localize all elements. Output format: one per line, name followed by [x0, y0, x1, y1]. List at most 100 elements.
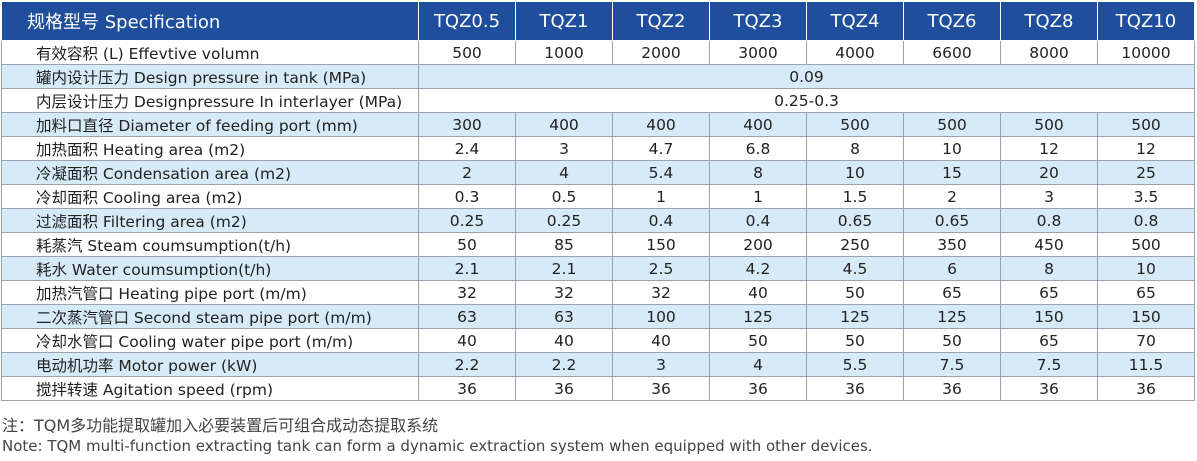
value-cell: 7.5 [1000, 352, 1098, 377]
table-row: 耗水 Water coumsumption(t/h) 2.1 2.1 2.5 4.2 4.… [1, 256, 1195, 281]
header-cell-model: TQZ4 [806, 1, 904, 41]
value-cell: 4 [515, 160, 613, 185]
value-cell: 25 [1097, 160, 1195, 185]
row-label: 罐内设计压力 Design pressure in tank (MPa) [1, 64, 419, 89]
value-cell: 2000 [612, 40, 710, 65]
value-cell: 0.4 [709, 208, 807, 233]
value-cell: 100 [612, 304, 710, 329]
value-cell: 10 [806, 160, 904, 185]
value-cell: 500 [903, 112, 1001, 137]
table-row: 冷凝面积 Condensation area (m2) 2 4 5.4 8 10 15 20 2… [1, 160, 1195, 185]
value-cell: 150 [1000, 304, 1098, 329]
value-cell: 32 [515, 280, 613, 305]
table-row: 加热汽管口 Heating pipe port (m/m) 32 32 32 40 50 6… [1, 280, 1195, 305]
value-cell: 3 [1000, 184, 1098, 209]
value-cell: 125 [709, 304, 807, 329]
value-cell: 65 [1000, 328, 1098, 353]
value-cell: 0.25 [418, 208, 516, 233]
value-cell: 400 [515, 112, 613, 137]
value-cell: 3.5 [1097, 184, 1195, 209]
value-cell: 0.65 [806, 208, 904, 233]
value-cell: 50 [806, 328, 904, 353]
value-cell: 1000 [515, 40, 613, 65]
row-label: 过滤面积 Filtering area (m2) [1, 208, 419, 233]
row-label: 耗蒸汽 Steam coumsumption(t/h) [1, 232, 419, 257]
value-cell: 200 [709, 232, 807, 257]
row-label: 加热面积 Heating area (m2) [1, 136, 419, 161]
row-label: 加料口直径 Diameter of feeding port (mm) [1, 112, 419, 137]
value-cell: 40 [709, 280, 807, 305]
value-cell: 500 [418, 40, 516, 65]
value-cell: 15 [903, 160, 1001, 185]
value-cell: 0.8 [1097, 208, 1195, 233]
value-cell: 50 [903, 328, 1001, 353]
value-cell: 150 [1097, 304, 1195, 329]
value-cell: 36 [515, 376, 613, 401]
value-cell: 350 [903, 232, 1001, 257]
value-cell: 2.4 [418, 136, 516, 161]
value-cell: 2 [903, 184, 1001, 209]
spanned-value-cell: 0.25-0.3 [418, 88, 1195, 113]
value-cell: 3 [612, 352, 710, 377]
value-cell: 2.2 [418, 352, 516, 377]
value-cell: 125 [806, 304, 904, 329]
header-cell-model: TQZ10 [1097, 1, 1195, 41]
table-row: 搅拌转速 Agitation speed (rpm) 36 36 36 36 36 36 36… [1, 376, 1195, 401]
value-cell: 0.8 [1000, 208, 1098, 233]
header-cell-model: TQZ1 [515, 1, 613, 41]
value-cell: 70 [1097, 328, 1195, 353]
value-cell: 250 [806, 232, 904, 257]
table-body: 有效容积 (L) Effevtive volumn 500 1000 2000 3000… [1, 40, 1195, 401]
value-cell: 0.3 [418, 184, 516, 209]
table-row: 过滤面积 Filtering area (m2) 0.25 0.25 0.4 0.4 0.… [1, 208, 1195, 233]
value-cell: 7.5 [903, 352, 1001, 377]
value-cell: 0.25 [515, 208, 613, 233]
value-cell: 5.4 [612, 160, 710, 185]
value-cell: 8000 [1000, 40, 1098, 65]
row-label: 加热汽管口 Heating pipe port (m/m) [1, 280, 419, 305]
row-label: 耗水 Water coumsumption(t/h) [1, 256, 419, 281]
value-cell: 2.1 [418, 256, 516, 281]
row-label: 冷却水管口 Cooling water pipe port (m/m) [1, 328, 419, 353]
row-label: 二次蒸汽管口 Second steam pipe port (m/m) [1, 304, 419, 329]
value-cell: 125 [903, 304, 1001, 329]
table-row: 罐内设计压力 Design pressure in tank (MPa) 0.09 [1, 64, 1195, 89]
value-cell: 20 [1000, 160, 1098, 185]
value-cell: 50 [418, 232, 516, 257]
table-row: 冷却水管口 Cooling water pipe port (m/m) 40 40 4… [1, 328, 1195, 353]
value-cell: 36 [709, 376, 807, 401]
table-row: 有效容积 (L) Effevtive volumn 500 1000 2000 3000… [1, 40, 1195, 65]
table-row: 内层设计压力 Designpressure In interlayer (MPa… [1, 88, 1195, 113]
header-cell-model: TQZ3 [709, 1, 807, 41]
row-label: 电动机功率 Motor power (kW) [1, 352, 419, 377]
value-cell: 36 [806, 376, 904, 401]
value-cell: 36 [612, 376, 710, 401]
value-cell: 65 [1000, 280, 1098, 305]
value-cell: 4.5 [806, 256, 904, 281]
value-cell: 6600 [903, 40, 1001, 65]
value-cell: 36 [1097, 376, 1195, 401]
row-label: 有效容积 (L) Effevtive volumn [1, 40, 419, 65]
value-cell: 65 [903, 280, 1001, 305]
value-cell: 63 [515, 304, 613, 329]
value-cell: 3 [515, 136, 613, 161]
spanned-value-cell: 0.09 [418, 64, 1195, 89]
note-english: Note: TQM multi-function extracting tank… [2, 437, 873, 455]
value-cell: 0.4 [612, 208, 710, 233]
value-cell: 12 [1097, 136, 1195, 161]
value-cell: 500 [806, 112, 904, 137]
value-cell: 12 [1000, 136, 1098, 161]
value-cell: 50 [806, 280, 904, 305]
row-label: 搅拌转速 Agitation speed (rpm) [1, 376, 419, 401]
value-cell: 500 [1097, 112, 1195, 137]
value-cell: 2 [418, 160, 516, 185]
value-cell: 2.1 [515, 256, 613, 281]
value-cell: 2.2 [515, 352, 613, 377]
value-cell: 40 [418, 328, 516, 353]
value-cell: 6 [903, 256, 1001, 281]
value-cell: 300 [418, 112, 516, 137]
value-cell: 150 [612, 232, 710, 257]
value-cell: 40 [612, 328, 710, 353]
value-cell: 5.5 [806, 352, 904, 377]
value-cell: 0.65 [903, 208, 1001, 233]
